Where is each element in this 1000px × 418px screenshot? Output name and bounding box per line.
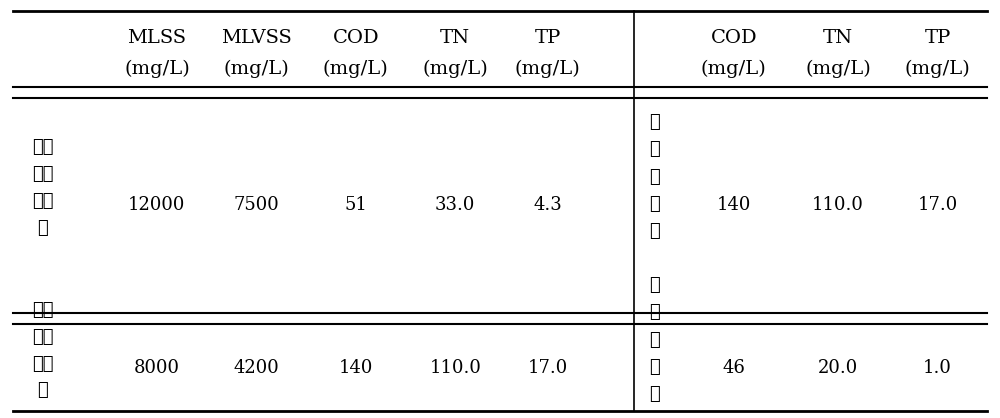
Text: 理: 理 (649, 195, 660, 213)
Text: TP: TP (535, 29, 561, 47)
Text: MLSS: MLSS (127, 29, 186, 47)
Text: 4200: 4200 (233, 359, 279, 377)
Text: 110.0: 110.0 (812, 196, 864, 214)
Text: COD: COD (332, 29, 379, 47)
Text: 好氧: 好氧 (32, 301, 53, 319)
Text: 前: 前 (37, 219, 48, 237)
Text: 后: 后 (649, 385, 660, 403)
Text: 化: 化 (649, 303, 660, 321)
Text: 化: 化 (649, 140, 660, 158)
Text: (mg/L): (mg/L) (701, 60, 767, 78)
Text: 8000: 8000 (134, 359, 180, 377)
Text: 处理: 处理 (32, 192, 53, 210)
Text: 净: 净 (649, 113, 660, 131)
Text: 140: 140 (717, 196, 751, 214)
Text: 140: 140 (339, 359, 373, 377)
Text: 净: 净 (649, 276, 660, 294)
Text: 前: 前 (649, 222, 660, 240)
Text: 后: 后 (37, 382, 48, 400)
Text: 处: 处 (649, 168, 660, 186)
Text: (mg/L): (mg/L) (223, 60, 289, 78)
Text: TN: TN (823, 29, 853, 47)
Text: 消化: 消化 (32, 328, 53, 346)
Text: 处: 处 (649, 331, 660, 349)
Text: MLVSS: MLVSS (221, 29, 292, 47)
Text: 处理: 处理 (32, 354, 53, 373)
Text: 17.0: 17.0 (917, 196, 958, 214)
Text: 7500: 7500 (233, 196, 279, 214)
Text: TP: TP (924, 29, 951, 47)
Text: 消化: 消化 (32, 165, 53, 183)
Text: 4.3: 4.3 (533, 196, 562, 214)
Text: COD: COD (710, 29, 757, 47)
Text: (mg/L): (mg/L) (805, 60, 871, 78)
Text: 理: 理 (649, 358, 660, 376)
Text: 12000: 12000 (128, 196, 186, 214)
Text: 110.0: 110.0 (429, 359, 481, 377)
Text: 46: 46 (722, 359, 745, 377)
Text: 好氧: 好氧 (32, 138, 53, 156)
Text: (mg/L): (mg/L) (323, 60, 389, 78)
Text: 51: 51 (344, 196, 367, 214)
Text: (mg/L): (mg/L) (422, 60, 488, 78)
Text: TN: TN (440, 29, 470, 47)
Text: (mg/L): (mg/L) (124, 60, 190, 78)
Text: (mg/L): (mg/L) (515, 60, 581, 78)
Text: 1.0: 1.0 (923, 359, 952, 377)
Text: 33.0: 33.0 (435, 196, 475, 214)
Text: (mg/L): (mg/L) (905, 60, 970, 78)
Text: 17.0: 17.0 (528, 359, 568, 377)
Text: 20.0: 20.0 (818, 359, 858, 377)
